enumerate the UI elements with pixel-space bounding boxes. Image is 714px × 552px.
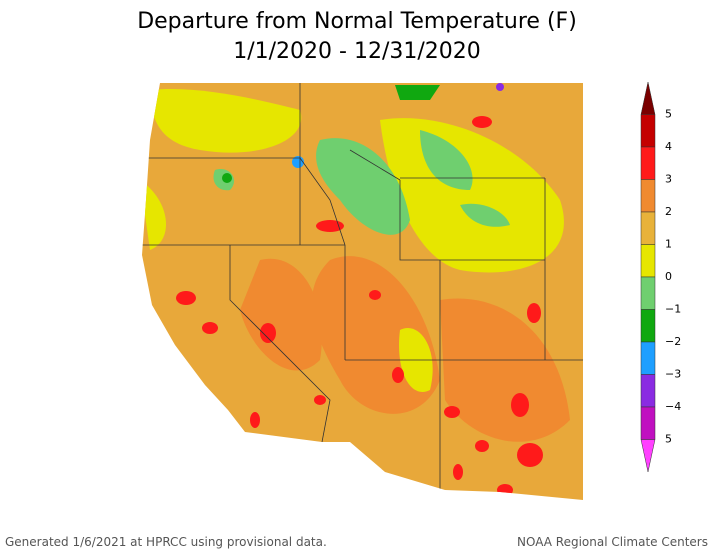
- legend-swatch: [640, 309, 656, 343]
- legend-label: 2: [665, 205, 672, 218]
- legend-label: 5: [665, 108, 672, 121]
- title: Departure from Normal Temperature (F): [137, 9, 577, 34]
- temperature-map: [142, 83, 583, 500]
- legend-swatch: [640, 114, 656, 148]
- legend-swatch: [640, 244, 656, 278]
- legend-swatch: [640, 341, 656, 375]
- legend-swatch: [640, 276, 656, 310]
- legend-swatch: [640, 179, 656, 213]
- legend-swatch: [640, 146, 656, 180]
- legend-label: 3: [665, 173, 672, 186]
- legend-label: −1: [665, 303, 681, 316]
- legend-swatch: [640, 439, 656, 473]
- legend-label: 5: [665, 433, 672, 446]
- legend-label: 4: [665, 140, 672, 153]
- color-legend: 5 4 3 2 1 0 −1 −2 −3 −4 5: [640, 81, 681, 473]
- legend-label: 0: [665, 270, 672, 283]
- footer-left: Generated 1/6/2021 at HPRCC using provis…: [5, 535, 327, 549]
- legend-swatch: [640, 374, 656, 408]
- footer-right: NOAA Regional Climate Centers: [517, 535, 708, 549]
- legend-swatch: [640, 406, 656, 440]
- legend-swatch: [640, 81, 656, 115]
- legend-label: 1: [665, 238, 672, 251]
- legend-swatch: [640, 211, 656, 245]
- legend-label: −2: [665, 335, 681, 348]
- subtitle: 1/1/2020 - 12/31/2020: [233, 39, 481, 64]
- legend-label: −3: [665, 368, 681, 381]
- legend-label: −4: [665, 400, 681, 413]
